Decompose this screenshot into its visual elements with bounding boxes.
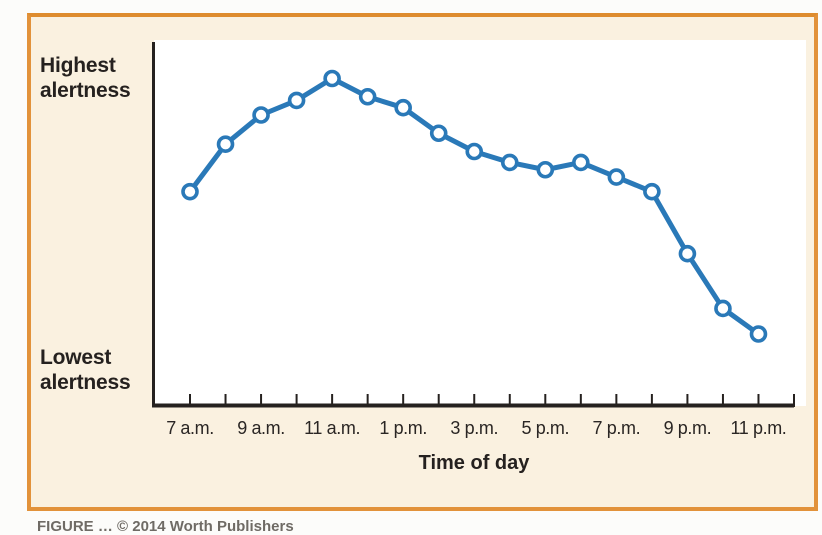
x-tick-label: 3 p.m. — [450, 418, 499, 438]
data-point-marker — [216, 135, 235, 153]
x-tick-label: 1 p.m. — [379, 418, 427, 438]
data-point-marker — [607, 168, 626, 186]
data-point-marker — [394, 98, 412, 117]
y-axis-label-highest: Highest alertness — [40, 54, 131, 102]
data-point-marker — [323, 69, 341, 88]
data-point-marker — [358, 87, 377, 106]
x-tick-label: 7 p.m. — [592, 418, 641, 438]
data-point-marker — [643, 182, 661, 201]
data-point-marker — [429, 124, 448, 143]
data-point-marker — [749, 325, 768, 343]
x-tick-label: 9 a.m. — [237, 418, 285, 438]
data-point-marker — [678, 244, 697, 263]
data-point-marker — [714, 299, 732, 318]
x-tick-label: 11 p.m. — [730, 418, 787, 438]
x-tick-label: 7 a.m. — [166, 418, 214, 438]
y-axis-label-lowest: Lowest alertness — [40, 346, 131, 394]
data-point-marker — [572, 153, 590, 172]
x-tick-label: 9 p.m. — [663, 418, 712, 438]
x-tick-label: 11 a.m. — [304, 418, 361, 438]
x-tick-label: 5 p.m. — [521, 418, 570, 438]
data-point-marker — [465, 142, 484, 161]
data-point-marker — [287, 91, 306, 110]
figure-caption-clipped: FIGURE … © 2014 Worth Publishers — [37, 518, 294, 535]
data-point-marker — [181, 182, 199, 201]
plot-area — [154, 40, 806, 406]
data-point-marker — [500, 153, 519, 172]
data-point-marker — [252, 106, 270, 124]
data-point-marker — [536, 160, 555, 179]
x-axis-title: Time of day — [418, 452, 530, 474]
